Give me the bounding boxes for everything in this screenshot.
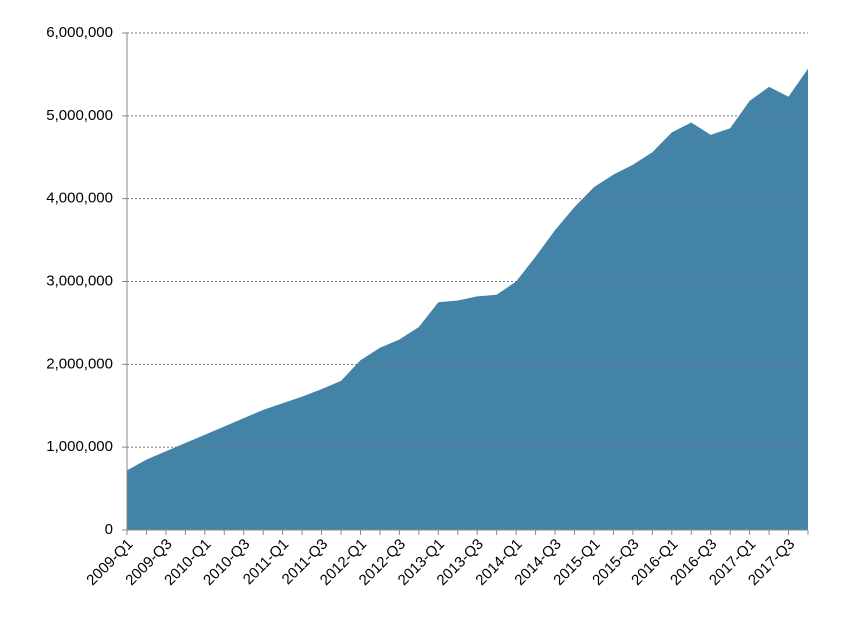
y-tick-label: 0 — [105, 521, 113, 538]
y-tick-label: 2,000,000 — [46, 355, 113, 372]
area — [127, 68, 808, 530]
y-tick-label: 6,000,000 — [46, 24, 113, 41]
y-tick-label: 5,000,000 — [46, 107, 113, 124]
y-tick-label: 1,000,000 — [46, 438, 113, 455]
y-tick-label: 3,000,000 — [46, 272, 113, 289]
y-tick-label: 4,000,000 — [46, 190, 113, 207]
